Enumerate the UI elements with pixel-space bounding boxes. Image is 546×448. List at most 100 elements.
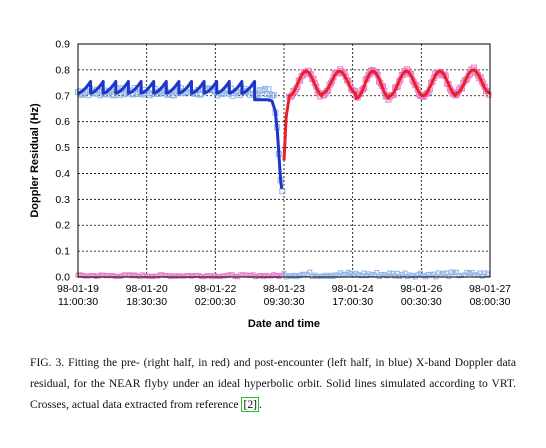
- residual-marker-pre: [222, 273, 228, 279]
- data-marker-pre: [97, 92, 104, 99]
- simulated-line-post: [282, 68, 491, 161]
- caption-text: FIG. 3. Fitting the pre- (right half, in…: [30, 356, 516, 411]
- y-tick-label: 0.1: [55, 246, 70, 258]
- residual-marker-pre: [206, 273, 212, 279]
- residual-marker-pre: [188, 273, 194, 279]
- plot-frame: [77, 43, 491, 278]
- residual-marker-post: [477, 270, 483, 276]
- residual-marker-post: [425, 271, 431, 277]
- y-tick-label: 0.5: [55, 142, 70, 154]
- residual-marker-pre: [111, 273, 117, 279]
- residual-marker-post: [464, 269, 470, 275]
- x-tick-date: 98-01-20: [126, 283, 168, 295]
- y-tick-label: 0.6: [55, 116, 70, 128]
- residual-marker-post: [443, 270, 449, 276]
- data-marker-pre: [196, 91, 203, 98]
- x-tick-date: 98-01-24: [332, 283, 374, 295]
- data-marker-pre: [267, 91, 274, 98]
- residual-marker-post: [374, 270, 380, 276]
- residual-marker-post: [366, 271, 372, 277]
- residual-marker-post: [302, 271, 308, 277]
- residual-marker-pre: [178, 273, 184, 279]
- residual-marker-pre: [155, 273, 161, 279]
- residual-marker-post: [430, 271, 436, 277]
- y-tick-labels: 0.9 0.8 0.7 0.6 0.5 0.4 0.3 0.2 0.1 0.0: [55, 39, 70, 284]
- data-marker-pre: [147, 92, 154, 99]
- residual-marker-post: [392, 273, 398, 279]
- residual-marker-post: [358, 273, 364, 279]
- residual-marker-pre: [142, 273, 148, 279]
- residual-marker-post: [286, 273, 292, 279]
- residual-marker-pre: [175, 273, 181, 279]
- residual-marker-post: [320, 273, 326, 279]
- residual-marker-post: [361, 270, 367, 276]
- residual-marker-pre: [204, 273, 210, 279]
- residual-marker-post: [484, 271, 490, 277]
- residual-marker-pre: [170, 273, 176, 279]
- residual-marker-pre: [248, 273, 254, 279]
- x-tick-date: 98-01-22: [194, 283, 236, 295]
- residual-marker-pre: [276, 273, 282, 279]
- residual-marker-pre: [181, 273, 187, 279]
- residual-marker-pre: [83, 273, 89, 279]
- residual-marker-pre: [85, 273, 91, 279]
- residual-marker-pre: [129, 273, 135, 279]
- residual-marker-pre: [196, 273, 202, 279]
- residual-marker-post: [356, 272, 362, 278]
- reference-link[interactable]: [2]: [241, 397, 260, 412]
- residual-marker-post: [317, 273, 323, 279]
- x-tick-time: 00:30:30: [401, 296, 442, 308]
- residual-marker-pre: [273, 273, 279, 279]
- x-tick-time: 08:00:30: [470, 296, 511, 308]
- y-tick-label: 0.9: [55, 39, 70, 51]
- residual-marker-pre: [145, 273, 151, 279]
- residual-marker-pre: [191, 273, 197, 279]
- residual-marker-pre: [219, 273, 225, 279]
- residual-marker-pre: [183, 273, 189, 279]
- residual-marker-pre: [147, 273, 153, 279]
- x-tick-date: 98-01-19: [57, 283, 99, 295]
- residual-marker-post: [456, 273, 462, 279]
- residual-marker-post: [441, 270, 447, 276]
- residual-marker-post: [466, 270, 472, 276]
- residual-marker-post: [289, 273, 295, 279]
- residual-marker-pre: [106, 273, 112, 279]
- residual-marker-pre: [165, 273, 171, 279]
- residual-marker-pre: [255, 273, 261, 279]
- residual-marker-post: [448, 269, 454, 275]
- residual-marker-post: [387, 270, 393, 276]
- residual-marker-post: [325, 273, 331, 279]
- residual-marker-post: [384, 273, 390, 279]
- residual-marker-post: [307, 269, 313, 275]
- y-axis-title: Doppler Residual (Hz): [29, 103, 41, 218]
- residual-marker-pre: [186, 273, 192, 279]
- residual-marker-post: [410, 273, 416, 279]
- residual-marker-pre: [152, 273, 158, 279]
- residual-marker-post: [454, 269, 460, 275]
- series-layer: [75, 64, 492, 280]
- residual-marker-post: [353, 270, 359, 276]
- residual-marker-pre: [88, 273, 94, 279]
- simulated-line-pre: [77, 80, 284, 190]
- residual-marker-pre: [266, 273, 272, 279]
- residual-marker-pre: [96, 273, 102, 279]
- residual-marker-post: [394, 270, 400, 276]
- residual-marker-post: [345, 269, 351, 275]
- residual-marker-post: [299, 271, 305, 277]
- residual-marker-pre: [268, 273, 274, 279]
- x-tick-date: 98-01-23: [263, 283, 305, 295]
- y-tick-label: 0.8: [55, 64, 70, 76]
- residual-marker-pre: [103, 273, 109, 279]
- x-tick-time: 02:00:30: [195, 296, 236, 308]
- y-tick-label: 0.0: [55, 272, 70, 284]
- residual-marker-pre: [90, 273, 96, 279]
- caption-tail: .: [259, 398, 262, 411]
- y-tick-label: 0.4: [55, 168, 70, 180]
- residual-marker-pre: [134, 273, 140, 279]
- residual-marker-post: [281, 270, 287, 276]
- residual-marker-post: [402, 270, 408, 276]
- residual-marker-pre: [119, 273, 125, 279]
